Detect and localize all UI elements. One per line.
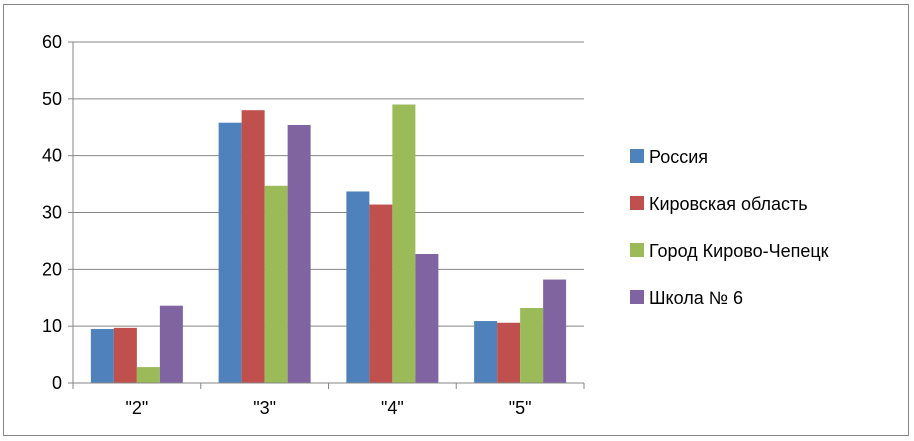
- x-tick-label: "4": [381, 398, 404, 418]
- legend-label: Кировская область: [649, 194, 808, 214]
- legend-swatch: [630, 196, 644, 210]
- bar-series-4-cat-3: [415, 253, 439, 383]
- y-tick-label: 50: [42, 89, 62, 109]
- x-tick-labels: "2" "3" "4" "5": [125, 398, 531, 418]
- bar-series-2-cat-2: [241, 110, 265, 383]
- legend-item: Кировская область: [630, 194, 808, 214]
- legend-label: Школа № 6: [649, 288, 743, 308]
- legend-swatch: [630, 243, 644, 257]
- axes: [68, 41, 585, 389]
- legend-item: Школа № 6: [630, 288, 743, 308]
- y-tick-label: 40: [42, 146, 62, 166]
- legend-item: Россия: [630, 147, 708, 167]
- x-tick-label: "3": [253, 398, 276, 418]
- bar-series-1-cat-1: [90, 329, 114, 383]
- bar-series-3-cat-3: [392, 104, 416, 384]
- bar-series-3-cat-2: [264, 185, 288, 383]
- legend-label: Россия: [649, 147, 708, 167]
- y-tick-label: 60: [42, 32, 62, 52]
- x-tick-label: "5": [509, 398, 532, 418]
- y-tick-label: 20: [42, 259, 62, 279]
- bar-series-3-cat-4: [520, 307, 544, 383]
- bars: [90, 104, 567, 384]
- x-tick-label: "2": [125, 398, 148, 418]
- bar-series-2-cat-4: [497, 322, 521, 383]
- bar-series-4-cat-2: [287, 124, 311, 383]
- bar-series-1-cat-3: [346, 191, 370, 383]
- legend: Россия Кировская область Город Кирово-Чепе…: [630, 147, 829, 308]
- bar-series-1-cat-2: [218, 122, 242, 383]
- bar-series-4-cat-1: [159, 305, 183, 383]
- bar-series-3-cat-1: [136, 367, 160, 383]
- bar-series-4-cat-4: [543, 279, 567, 383]
- chart-frame: 0 10 20 30 40 50 60 "2" "3" "4" "5" Россия Кировск…: [3, 4, 909, 436]
- y-tick-label: 0: [52, 373, 62, 393]
- bar-series-2-cat-3: [369, 204, 393, 383]
- bar-series-1-cat-4: [474, 321, 498, 383]
- legend-swatch: [630, 290, 644, 304]
- y-tick-label: 10: [42, 316, 62, 336]
- legend-label: Город Кирово-Чепецк: [649, 241, 829, 261]
- bar-series-2-cat-1: [113, 327, 137, 383]
- gridlines: [73, 41, 584, 327]
- y-tick-labels: 0 10 20 30 40 50 60: [42, 32, 62, 393]
- legend-swatch: [630, 149, 644, 163]
- bar-chart: 0 10 20 30 40 50 60 "2" "3" "4" "5" Россия Кировск…: [42, 32, 829, 418]
- legend-item: Город Кирово-Чепецк: [630, 241, 829, 261]
- y-tick-label: 30: [42, 203, 62, 223]
